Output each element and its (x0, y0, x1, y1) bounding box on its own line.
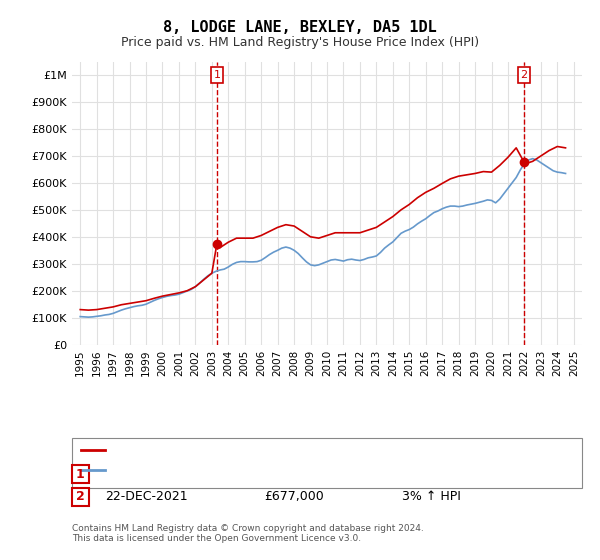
Text: 36% ↑ HPI: 36% ↑ HPI (402, 468, 469, 481)
Text: 1: 1 (214, 70, 220, 80)
Text: HPI: Average price, detached house, Bexley: HPI: Average price, detached house, Bexl… (110, 465, 353, 475)
Text: £375,000: £375,000 (264, 468, 324, 481)
Text: 2: 2 (521, 70, 527, 80)
Text: 2: 2 (76, 490, 85, 503)
Text: 1: 1 (76, 468, 85, 481)
Text: 22-APR-2003: 22-APR-2003 (105, 468, 185, 481)
Text: 8, LODGE LANE, BEXLEY, DA5 1DL: 8, LODGE LANE, BEXLEY, DA5 1DL (163, 20, 437, 35)
Text: £677,000: £677,000 (264, 490, 324, 503)
Text: 8, LODGE LANE, BEXLEY, DA5 1DL (detached house): 8, LODGE LANE, BEXLEY, DA5 1DL (detached… (110, 445, 402, 455)
Text: 3% ↑ HPI: 3% ↑ HPI (402, 490, 461, 503)
Text: Price paid vs. HM Land Registry's House Price Index (HPI): Price paid vs. HM Land Registry's House … (121, 36, 479, 49)
Text: Contains HM Land Registry data © Crown copyright and database right 2024.
This d: Contains HM Land Registry data © Crown c… (72, 524, 424, 543)
Text: 22-DEC-2021: 22-DEC-2021 (105, 490, 188, 503)
